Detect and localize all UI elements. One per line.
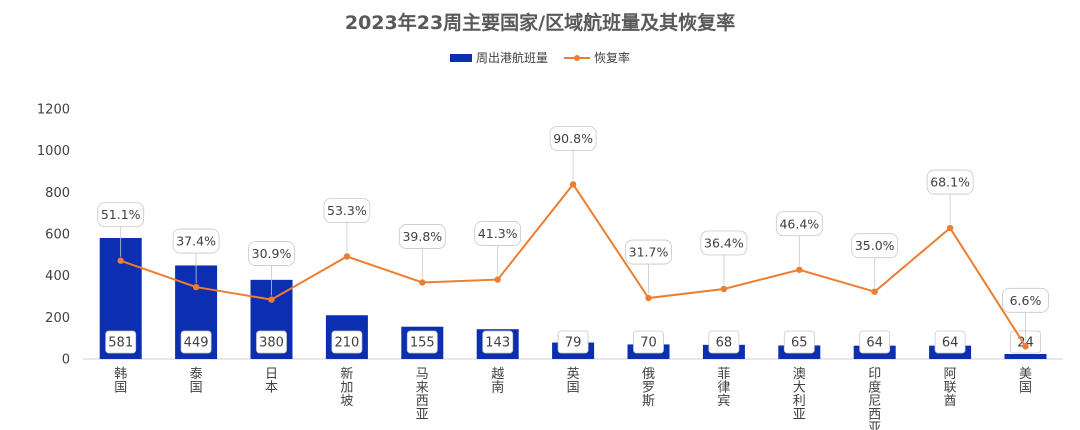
recovery-rate-label: 53.3%: [327, 203, 367, 218]
recovery-rate-label-box: [851, 233, 899, 259]
bar-value-label: 581: [108, 336, 133, 351]
legend-label-bars: 周出港航班量: [475, 51, 548, 65]
recovery-rate-label-box: [474, 221, 522, 246]
x-category-label: 澳大利亚: [793, 366, 806, 423]
x-category-label: 新加坡: [340, 366, 353, 409]
recovery-rate-label: 36.4%: [704, 236, 744, 251]
y-tick-label: 0: [62, 353, 70, 368]
recovery-rate-label-box: [97, 202, 145, 228]
bar-value-label: 64: [942, 336, 959, 351]
recovery-rate-label-box: [323, 198, 371, 223]
chart-title: 2023年23周主要国家/区域航班量及其恢复率: [344, 12, 736, 34]
x-category-label: 印度尼西亚: [868, 367, 881, 430]
recovery-rate-point: [419, 279, 426, 286]
recovery-rate-label-box: [700, 230, 748, 256]
recovery-rate-label-box: [775, 211, 823, 237]
recovery-rate-label: 35.0%: [855, 238, 895, 253]
bar-value-box: [633, 330, 664, 354]
bar-value-label: 380: [259, 336, 284, 351]
x-category-label: 美国: [1019, 367, 1032, 396]
bar-value-label: 155: [410, 336, 435, 351]
recovery-rate-label-box: [926, 169, 974, 195]
recovery-rate-label: 51.1%: [101, 207, 141, 222]
recovery-rate-point: [645, 294, 652, 302]
x-category-label: 越南: [491, 367, 504, 396]
recovery-rate-label: 31.7%: [629, 245, 669, 260]
bar-value-box: [708, 330, 740, 354]
recovery-rate-point: [1022, 343, 1029, 350]
recovery-rate-label: 90.8%: [553, 131, 593, 146]
x-category-label: 阿联酋: [944, 367, 957, 409]
bar-value-label: 79: [565, 336, 582, 351]
x-category-label: 马来西亚: [416, 367, 429, 423]
y-tick-label: 1200: [37, 103, 70, 118]
legend-item-bars: 周出港航班量: [449, 49, 548, 66]
bar-value-label: 449: [184, 336, 209, 351]
recovery-rate-label-box: [172, 228, 220, 254]
bar-value-box: [859, 330, 891, 354]
legend: 周出港航班量 恢复率: [0, 49, 1080, 66]
recovery-rate-label-box: [549, 125, 597, 151]
bar-value-label: 65: [791, 336, 808, 351]
x-category-label: 日本: [265, 367, 278, 396]
x-category-label: 英国: [567, 367, 580, 396]
bar-value-label: 143: [485, 336, 510, 351]
x-category-label: 菲律宾: [717, 367, 730, 409]
bar-value-label: 210: [334, 336, 359, 351]
x-category-label: 韩国: [114, 367, 127, 396]
recovery-rate-label: 39.8%: [402, 229, 442, 244]
bar: [1004, 354, 1047, 359]
bar-value-box: [331, 330, 363, 354]
bar-value-box: [180, 330, 212, 354]
recovery-rate-point: [117, 257, 124, 264]
bar-value-box: [934, 330, 966, 354]
recovery-rate-label: 46.4%: [779, 216, 819, 231]
y-tick-label: 1000: [37, 144, 70, 159]
recovery-rate-point: [494, 276, 501, 283]
recovery-rate-label-box: [398, 224, 446, 249]
recovery-rate-label-box: [625, 239, 672, 265]
recovery-rate-label: 68.1%: [930, 175, 970, 190]
bar-value-label: 70: [640, 336, 657, 351]
recovery-rate-point: [796, 266, 803, 273]
y-tick-label: 800: [45, 186, 70, 201]
bar-value-box: [105, 330, 137, 354]
recovery-rate-point: [268, 296, 275, 303]
legend-bar-swatch: [449, 53, 472, 62]
recovery-rate-point: [569, 181, 577, 188]
recovery-rate-label: 37.4%: [176, 234, 216, 249]
recovery-rate-point: [720, 285, 728, 293]
recovery-rate-label: 6.6%: [1010, 293, 1042, 308]
recovery-rate-point: [946, 224, 954, 232]
recovery-rate-point: [343, 253, 351, 260]
recovery-rate-label-box: [248, 241, 295, 266]
recovery-rate-point: [871, 288, 878, 295]
y-tick-label: 400: [45, 269, 70, 284]
bar-value-label: 68: [716, 336, 733, 351]
bar-value-box: [406, 330, 438, 354]
bar-value-box: [482, 330, 514, 354]
legend-line-swatch: [564, 52, 590, 64]
legend-item-line: 恢复率: [564, 49, 630, 66]
bar-value-box: [783, 330, 815, 354]
recovery-rate-point: [192, 283, 200, 291]
legend-label-line: 恢复率: [594, 51, 631, 65]
bar-value-box: [256, 330, 287, 354]
bar-value-label: 64: [866, 336, 883, 351]
y-tick-label: 200: [45, 311, 70, 326]
x-category-label: 俄罗斯: [642, 367, 655, 409]
recovery-rate-label: 30.9%: [252, 246, 292, 261]
recovery-rate-label: 41.3%: [478, 226, 518, 241]
bar-value-box: [557, 330, 589, 354]
x-category-label: 泰国: [190, 367, 203, 396]
y-tick-label: 600: [45, 228, 70, 243]
recovery-rate-label-box: [1002, 287, 1049, 313]
